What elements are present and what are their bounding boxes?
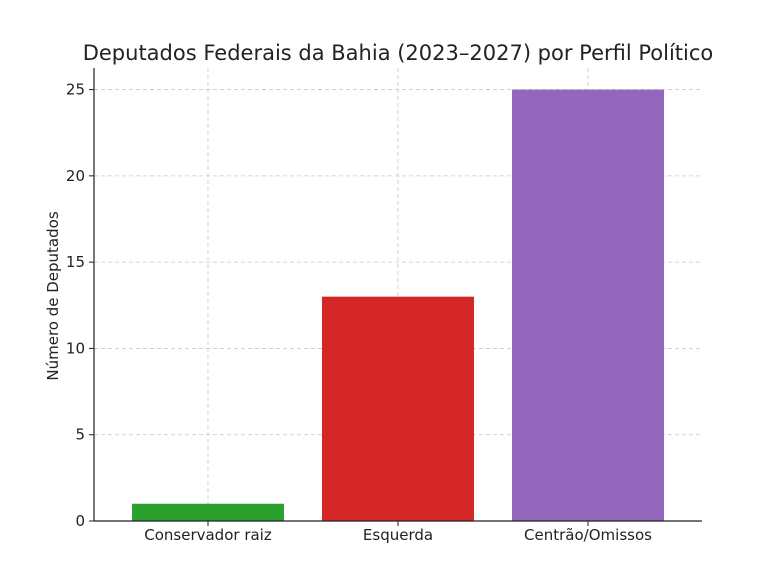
x-tick-label: Conservador raiz	[144, 526, 272, 544]
x-tick-label: Esquerda	[363, 526, 433, 544]
tick-labels: 0 5 10 15 20 25 Conservador raiz Esquerda Centrã…	[66, 81, 652, 544]
y-tick-label: 25	[66, 81, 85, 99]
y-tick-label: 5	[75, 426, 85, 444]
x-tick-label: Centrão/Omissos	[524, 526, 652, 544]
bar	[322, 296, 474, 521]
y-tick-label: 10	[66, 339, 85, 357]
bar	[512, 89, 664, 522]
chart-title: Deputados Federais da Bahia (2023–2027) …	[83, 41, 714, 65]
y-tick-label: 15	[66, 253, 85, 271]
y-axis-label: Número de Deputados	[44, 211, 62, 380]
bar	[132, 503, 284, 521]
bars	[132, 89, 664, 522]
y-tick-label: 20	[66, 167, 85, 185]
grid-lines	[94, 68, 702, 522]
y-tick-label: 0	[75, 512, 85, 530]
